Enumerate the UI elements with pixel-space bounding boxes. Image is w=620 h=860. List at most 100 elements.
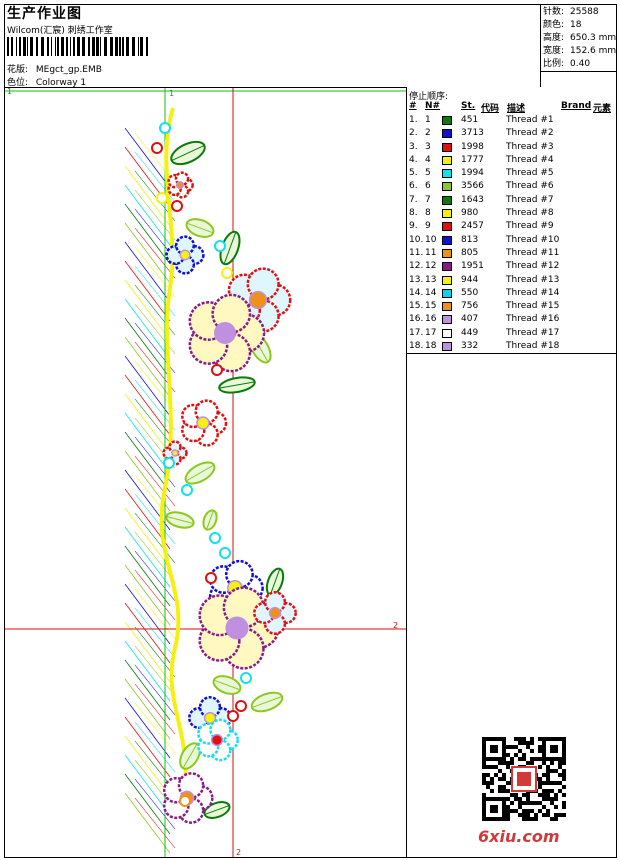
- col-n: N#: [425, 101, 441, 111]
- col-chart: 元素: [593, 104, 612, 114]
- thread-color-swatch: [442, 262, 452, 272]
- thread-color-swatch: [442, 235, 452, 245]
- panel-divider: [406, 87, 407, 858]
- row-description: Thread #17: [506, 327, 560, 338]
- row-description: Thread #4: [506, 154, 554, 165]
- row-needle: 1: [425, 115, 431, 125]
- row-index: 11.: [409, 247, 424, 258]
- row-needle: 4: [425, 154, 431, 165]
- row-description: Thread #2: [506, 128, 554, 139]
- stat-scale: 比例: 0.40: [543, 58, 616, 71]
- design-file-row: 花版: MEgct_gp.EMB: [7, 62, 102, 75]
- row-index: 8.: [409, 208, 418, 219]
- row-needle: 5: [425, 168, 431, 179]
- thread-color-swatch: [442, 275, 452, 285]
- thread-table-header: # N# St. 代码 描述 Brand 元素: [409, 101, 617, 114]
- stats-bottom-divider: [540, 71, 617, 72]
- row-description: Thread #1: [506, 115, 554, 125]
- qr-code: [482, 737, 566, 821]
- stat-value: 152.6 mm: [570, 45, 617, 56]
- row-description: Thread #18: [506, 341, 560, 352]
- colorway-value: Colorway 1: [35, 78, 87, 88]
- row-stitches: 805: [461, 247, 479, 258]
- row-description: Thread #16: [506, 314, 560, 325]
- col-num: #: [409, 101, 417, 111]
- col-brand: Brand: [561, 101, 592, 111]
- thread-color-swatch: [442, 248, 452, 258]
- stat-label: 比例:: [543, 58, 565, 69]
- row-description: Thread #10: [506, 234, 560, 245]
- watermark-logo: 6xiu.com: [478, 827, 560, 846]
- row-description: Thread #3: [506, 141, 554, 152]
- row-needle: 16: [425, 314, 437, 325]
- row-needle: 11: [425, 247, 437, 258]
- row-needle: 7: [425, 194, 431, 205]
- company-name: Wilcom(汇宸) 刺绣工作室: [7, 26, 113, 36]
- row-needle: 13: [425, 274, 437, 285]
- thread-row: 17. 17 449 Thread #17: [409, 328, 617, 341]
- thread-table-body: 1. 1 451 Thread #1 2. 2 3713 Thread #2 3. 3 1998 Th…: [409, 115, 617, 354]
- row-needle: 17: [425, 327, 437, 338]
- embroidery-design-preview: 1 1 2 2: [5, 88, 406, 857]
- thread-row: 7. 7 1643 Thread #7: [409, 195, 617, 208]
- row-index: 18.: [409, 341, 424, 352]
- row-needle: 10: [425, 234, 437, 245]
- stat-stitches: 针数: 25588: [543, 6, 616, 19]
- row-index: 14.: [409, 287, 424, 298]
- row-stitches: 3566: [461, 181, 484, 192]
- row-description: Thread #15: [506, 301, 560, 312]
- row-index: 1.: [409, 115, 418, 125]
- thread-color-swatch: [442, 142, 452, 152]
- vine-stem: [159, 107, 188, 819]
- design-file-value: MEgct_gp.EMB: [35, 65, 102, 75]
- row-stitches: 332: [461, 341, 479, 352]
- row-index: 3.: [409, 141, 418, 152]
- colorway-row: 色位: Colorway 1: [7, 75, 86, 88]
- stat-width: 宽度: 152.6 mm: [543, 45, 616, 58]
- row-stitches: 813: [461, 234, 479, 245]
- row-description: Thread #13: [506, 274, 560, 285]
- thread-color-swatch: [442, 209, 452, 219]
- guide-marker-bottom: 2: [236, 848, 241, 857]
- row-description: Thread #5: [506, 168, 554, 179]
- sheet-title: 生产作业图: [7, 6, 82, 22]
- design-stats: 针数: 25588 颜色: 18 高度: 650.3 mm 宽度: 152.6 mm 比…: [543, 6, 616, 71]
- col-desc: 描述: [507, 104, 526, 114]
- row-needle: 14: [425, 287, 437, 298]
- barcode: [7, 37, 148, 56]
- stat-value: 18: [570, 19, 582, 30]
- row-index: 13.: [409, 274, 424, 285]
- row-index: 15.: [409, 301, 424, 312]
- thread-color-swatch: [442, 328, 452, 338]
- col-code: 代码: [481, 104, 500, 114]
- stat-colors: 颜色: 18: [543, 19, 616, 32]
- guide-marker-top-left: 1: [7, 88, 12, 96]
- stat-value: 650.3 mm: [570, 32, 617, 43]
- table-bottom-divider: [406, 353, 617, 354]
- thread-row: 18. 18 332 Thread #18: [409, 341, 617, 354]
- row-needle: 8: [425, 208, 431, 219]
- thread-color-swatch: [442, 129, 452, 139]
- thread-hatch-lines: [124, 127, 176, 854]
- guide-marker-top: 1: [169, 89, 174, 98]
- row-needle: 12: [425, 261, 437, 272]
- row-index: 12.: [409, 261, 424, 272]
- stat-label: 颜色:: [543, 19, 565, 30]
- thread-row: 5. 5 1994 Thread #5: [409, 168, 617, 181]
- row-index: 6.: [409, 181, 418, 192]
- flowers: [151, 122, 297, 824]
- row-description: Thread #6: [506, 181, 554, 192]
- row-description: Thread #14: [506, 287, 560, 298]
- stats-divider: [540, 4, 541, 87]
- row-description: Thread #7: [506, 194, 554, 205]
- thread-row: 4. 4 1777 Thread #4: [409, 155, 617, 168]
- row-stitches: 944: [461, 274, 479, 285]
- row-description: Thread #11: [506, 247, 560, 258]
- row-needle: 15: [425, 301, 437, 312]
- row-needle: 6: [425, 181, 431, 192]
- thread-color-swatch: [442, 169, 452, 179]
- thread-color-swatch: [442, 288, 452, 298]
- guide-marker-right: 2: [393, 621, 398, 630]
- thread-color-swatch: [442, 302, 452, 312]
- stop-sequence-title: 停止顺序:: [409, 92, 449, 102]
